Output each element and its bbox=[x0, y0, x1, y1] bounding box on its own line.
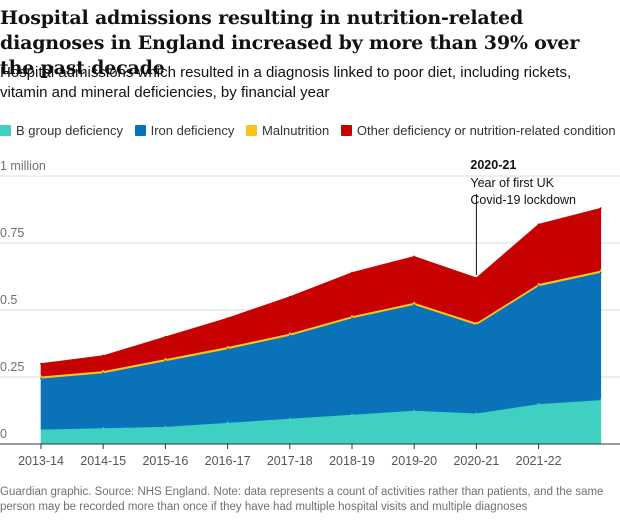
data-point-other-deficiency-or-nutrition-related-condition bbox=[599, 207, 602, 210]
data-point-iron-deficiency bbox=[351, 317, 353, 319]
y-tick-label: 1 million bbox=[0, 159, 46, 173]
x-tick-label: 2019-20 bbox=[391, 454, 437, 468]
x-tick-label: 2020-21 bbox=[453, 454, 499, 468]
annotation-title: 2020-21 bbox=[470, 158, 516, 172]
x-tick-label: 2017-18 bbox=[267, 454, 313, 468]
data-point-malnutrition bbox=[413, 301, 416, 304]
legend-label-other: Other deficiency or nutrition-related co… bbox=[356, 123, 616, 138]
annotation-text: Year of first UK bbox=[470, 176, 554, 190]
data-point-other-deficiency-or-nutrition-related-condition bbox=[40, 362, 42, 365]
legend-item-other: Other deficiency or nutrition-related co… bbox=[340, 123, 616, 138]
series-areas bbox=[40, 207, 602, 445]
data-point-iron-deficiency bbox=[164, 360, 167, 362]
y-tick-label: 0.5 bbox=[0, 293, 17, 307]
data-point-b-group-deficiency bbox=[226, 421, 229, 424]
annotation: 2020-21 Year of first UK Covid-19 lockdown bbox=[470, 158, 576, 275]
data-point-iron-deficiency bbox=[288, 334, 291, 337]
data-point-malnutrition bbox=[475, 321, 478, 324]
legend-swatch-b-group bbox=[0, 125, 11, 136]
data-point-iron-deficiency bbox=[599, 271, 602, 274]
data-point-malnutrition bbox=[288, 332, 291, 335]
chart-title: Hospital admissions resulting in nutriti… bbox=[0, 7, 580, 79]
y-tick-label: 0 bbox=[0, 427, 7, 441]
x-tick-label: 2013-14 bbox=[18, 454, 64, 468]
data-point-other-deficiency-or-nutrition-related-condition bbox=[226, 317, 229, 319]
stacked-area-chart: 0 0.25 0.5 0.75 1 million 2013-14 2014-15 2015… bbox=[0, 158, 620, 468]
data-point-malnutrition bbox=[226, 345, 229, 348]
data-point-other-deficiency-or-nutrition-related-condition bbox=[413, 255, 416, 258]
data-point-b-group-deficiency bbox=[351, 413, 353, 416]
data-point-malnutrition bbox=[599, 269, 602, 272]
data-point-iron-deficiency bbox=[413, 303, 416, 306]
legend-label-iron: Iron deficiency bbox=[150, 123, 235, 138]
y-axis-labels: 0 0.25 0.5 0.75 1 million bbox=[0, 159, 46, 441]
data-point-b-group-deficiency bbox=[413, 409, 416, 412]
data-point-iron-deficiency bbox=[226, 347, 229, 350]
data-point-b-group-deficiency bbox=[40, 428, 42, 431]
x-axis: 2013-14 2014-15 2015-16 2016-17 2017-18 2018-… bbox=[0, 443, 620, 468]
legend-swatch-malnutrition bbox=[246, 125, 258, 136]
data-point-malnutrition bbox=[351, 314, 353, 317]
data-point-iron-deficiency bbox=[102, 372, 105, 374]
x-tick-label: 2016-17 bbox=[205, 454, 251, 468]
data-point-other-deficiency-or-nutrition-related-condition bbox=[164, 335, 167, 338]
legend: B group deficiency Iron deficiency Malnu… bbox=[0, 123, 620, 141]
legend-item-b-group: B group deficiency bbox=[0, 123, 123, 138]
source-note: Guardian graphic. Source: NHS England. N… bbox=[0, 486, 604, 513]
data-point-other-deficiency-or-nutrition-related-condition bbox=[537, 223, 540, 226]
legend-item-malnutrition: Malnutrition bbox=[246, 123, 329, 138]
legend-label-b-group: B group deficiency bbox=[16, 123, 123, 138]
x-tick-label: 2014-15 bbox=[80, 454, 126, 468]
y-tick-label: 0.75 bbox=[0, 226, 24, 240]
data-point-b-group-deficiency bbox=[164, 425, 167, 428]
data-point-other-deficiency-or-nutrition-related-condition bbox=[288, 295, 291, 298]
data-point-other-deficiency-or-nutrition-related-condition bbox=[475, 276, 478, 279]
legend-item-iron: Iron deficiency bbox=[134, 123, 235, 138]
annotation-text: Covid-19 lockdown bbox=[470, 193, 576, 207]
data-point-malnutrition bbox=[102, 369, 105, 372]
y-tick-label: 0.25 bbox=[0, 360, 24, 374]
data-point-b-group-deficiency bbox=[288, 417, 291, 420]
legend-swatch-other bbox=[340, 125, 352, 136]
x-tick-label: 2018-19 bbox=[329, 454, 375, 468]
data-point-iron-deficiency bbox=[475, 323, 478, 326]
data-point-other-deficiency-or-nutrition-related-condition bbox=[102, 354, 105, 357]
chart-subtitle: Hospital admissions which resulted in a … bbox=[0, 64, 572, 101]
x-tick-label: 2015-16 bbox=[142, 454, 188, 468]
data-point-other-deficiency-or-nutrition-related-condition bbox=[351, 271, 353, 274]
x-tick-label: 2021-22 bbox=[516, 454, 562, 468]
data-point-b-group-deficiency bbox=[475, 412, 478, 415]
legend-label-malnutrition: Malnutrition bbox=[262, 123, 330, 138]
legend-swatch-iron bbox=[134, 125, 146, 136]
data-point-b-group-deficiency bbox=[102, 427, 105, 429]
data-point-b-group-deficiency bbox=[537, 402, 540, 405]
data-point-malnutrition bbox=[40, 375, 42, 378]
data-point-b-group-deficiency bbox=[599, 398, 602, 401]
data-point-iron-deficiency bbox=[537, 284, 540, 287]
data-point-malnutrition bbox=[164, 357, 167, 360]
data-point-iron-deficiency bbox=[40, 377, 42, 380]
data-point-malnutrition bbox=[537, 282, 540, 285]
